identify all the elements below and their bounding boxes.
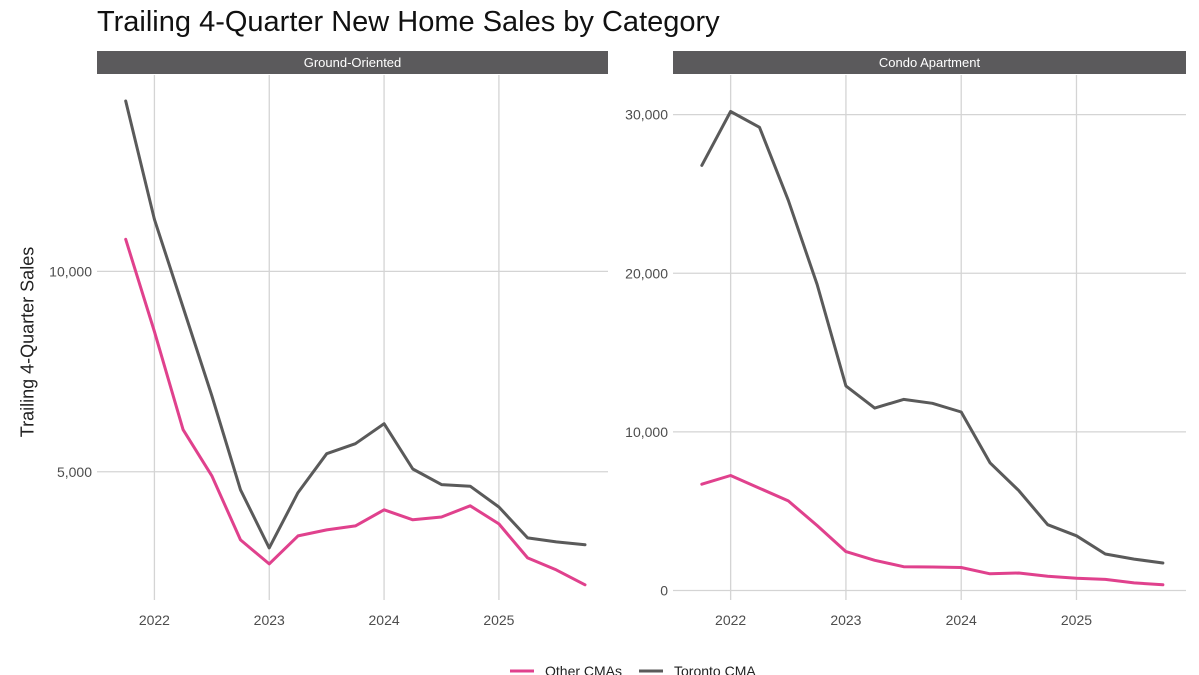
x-tick-label-ground-oriented: 2025 — [483, 612, 514, 628]
x-tick-label-condo-apartment: 2025 — [1061, 612, 1092, 628]
y-tick-label-ground-oriented: 5,000 — [57, 464, 92, 480]
chart-title: Trailing 4-Quarter New Home Sales by Cat… — [97, 6, 720, 38]
facet-strip-ground-oriented — [97, 51, 608, 74]
y-tick-label-condo-apartment: 30,000 — [625, 107, 668, 123]
facet-strip-condo-apartment — [673, 51, 1186, 74]
legend-label-other-cmas: Other CMAs — [545, 663, 622, 675]
y-tick-label-condo-apartment: 10,000 — [625, 424, 668, 440]
x-tick-label-condo-apartment: 2022 — [715, 612, 746, 628]
facet-strip-label-condo-apartment: Condo Apartment — [879, 55, 981, 70]
x-tick-label-condo-apartment: 2023 — [830, 612, 861, 628]
x-tick-label-ground-oriented: 2022 — [139, 612, 170, 628]
series-line-other-cmas-condo-apartment — [700, 474, 1165, 587]
y-tick-label-ground-oriented: 10,000 — [49, 263, 92, 279]
x-tick-label-condo-apartment: 2024 — [946, 612, 977, 628]
series-line-other-cmas-ground-oriented — [124, 237, 587, 587]
x-tick-label-ground-oriented: 2023 — [254, 612, 285, 628]
facet-strip-label-ground-oriented: Ground-Oriented — [304, 55, 402, 70]
y-tick-label-condo-apartment: 0 — [660, 582, 668, 598]
y-tick-label-condo-apartment: 20,000 — [625, 265, 668, 281]
series-line-toronto-cma-condo-apartment — [700, 110, 1165, 565]
x-tick-label-ground-oriented: 2024 — [369, 612, 400, 628]
series-line-toronto-cma-ground-oriented — [124, 99, 587, 550]
legend-label-toronto-cma: Toronto CMA — [674, 663, 756, 675]
